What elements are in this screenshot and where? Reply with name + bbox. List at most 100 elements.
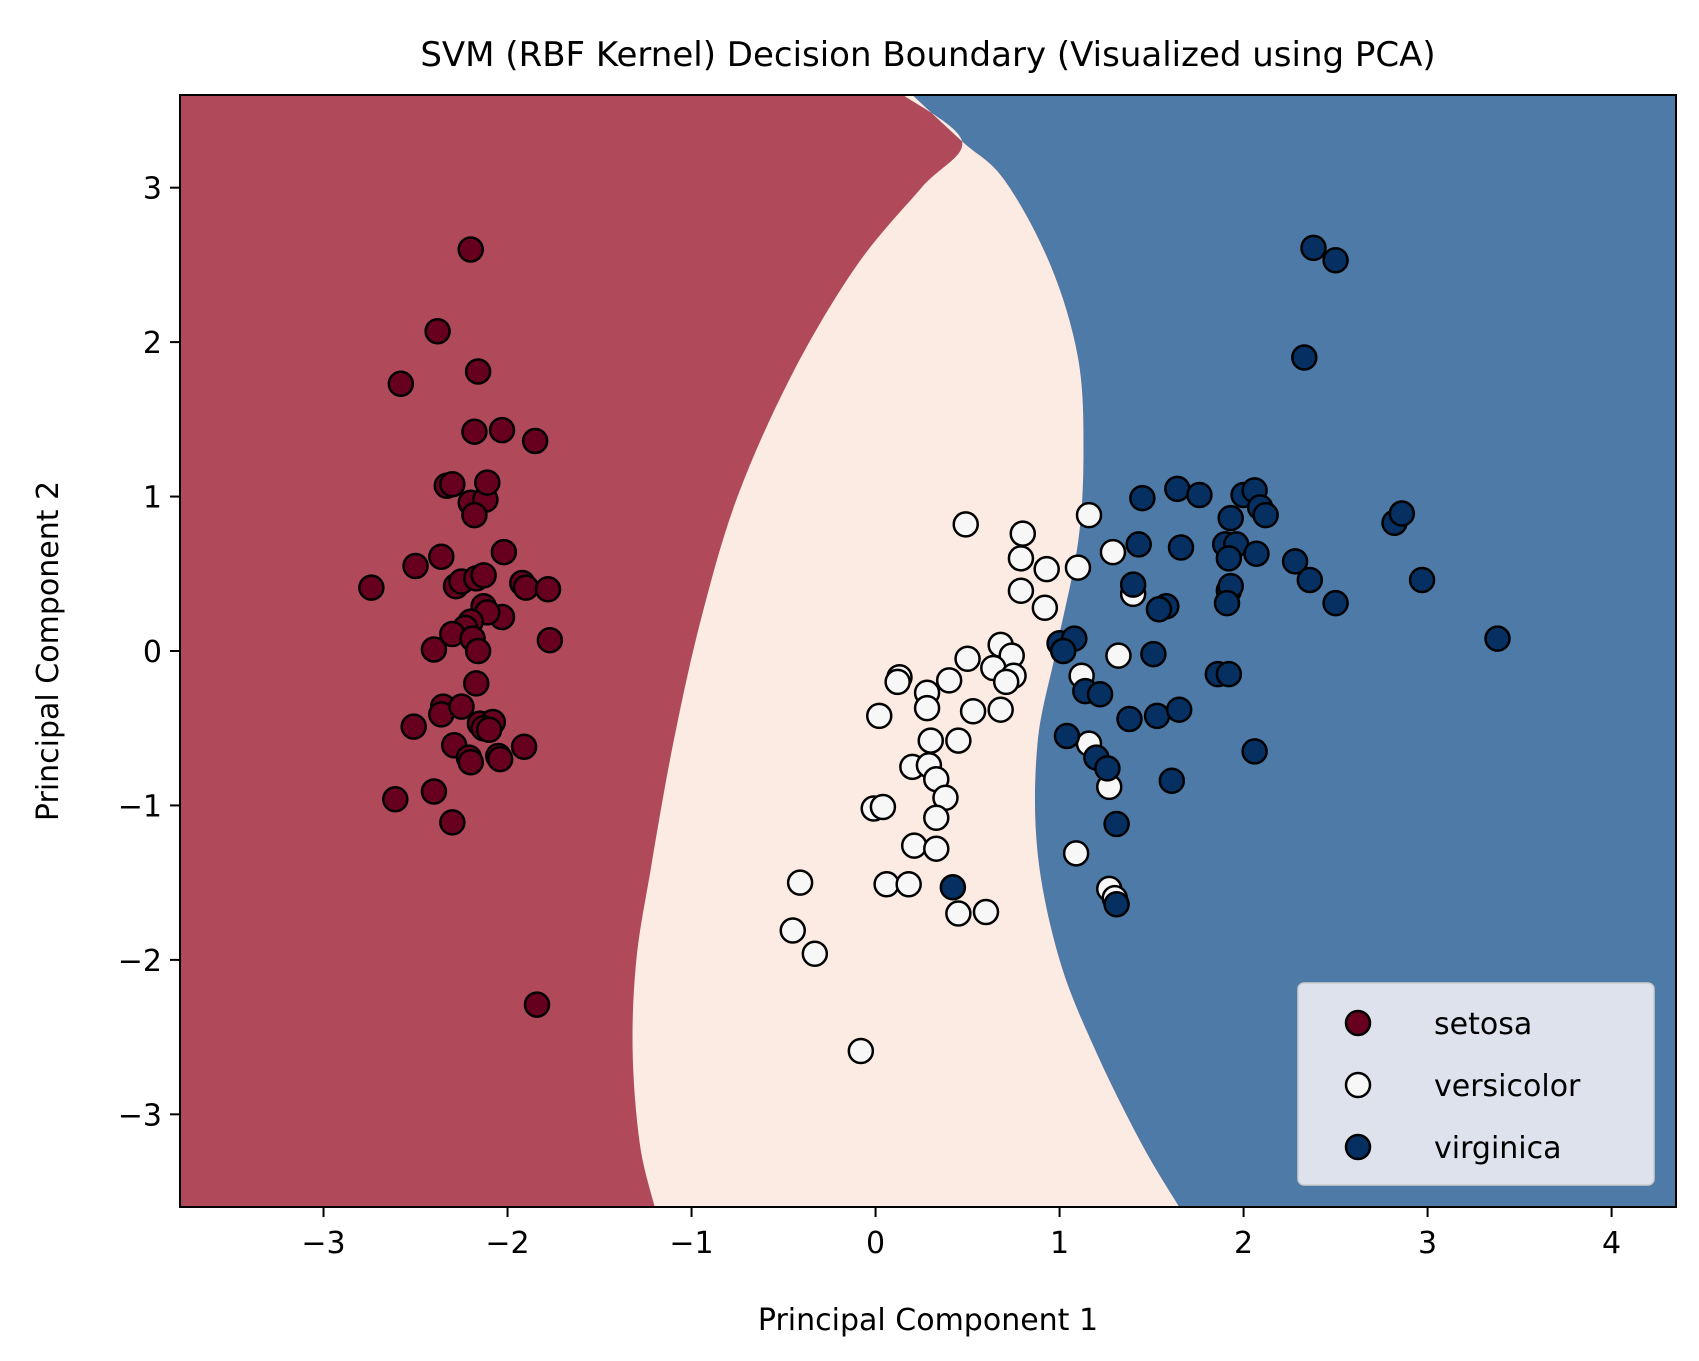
point-setosa — [475, 716, 503, 744]
point-versicolor — [1007, 577, 1035, 605]
point-setosa — [424, 318, 451, 345]
point-virginica — [1291, 344, 1318, 371]
point-versicolor — [987, 696, 1014, 723]
point-virginica — [1322, 589, 1349, 617]
point-virginica — [1165, 696, 1193, 723]
legend-marker-setosa — [1344, 1009, 1372, 1037]
point-virginica — [1322, 247, 1349, 274]
point-virginica — [1243, 540, 1270, 567]
point-setosa — [461, 501, 488, 529]
point-virginica — [1215, 545, 1243, 572]
point-virginica — [1158, 767, 1186, 794]
point-virginica — [1408, 566, 1436, 594]
point-setosa — [464, 358, 492, 385]
point-setosa — [420, 778, 448, 805]
point-versicolor — [923, 804, 950, 832]
point-versicolor — [847, 1037, 875, 1065]
y-axis-label: Principal Component 2 — [31, 481, 66, 821]
point-setosa — [457, 236, 484, 263]
point-setosa — [439, 809, 466, 836]
y-tick-label: −3 — [118, 1098, 162, 1133]
point-versicolor — [801, 940, 829, 967]
point-setosa — [474, 469, 501, 496]
point-setosa — [400, 713, 427, 740]
point-setosa — [464, 637, 492, 665]
point-setosa — [510, 733, 538, 761]
y-tick-label: 0 — [143, 635, 162, 670]
point-setosa — [420, 636, 448, 663]
point-versicolor — [1007, 545, 1035, 572]
point-versicolor — [945, 900, 972, 927]
x-tick-label: 0 — [866, 1226, 885, 1261]
y-tick-label: −2 — [118, 944, 162, 979]
x-tick-label: 4 — [1602, 1226, 1621, 1261]
point-virginica — [1140, 640, 1167, 668]
point-versicolor — [884, 668, 911, 696]
x-tick-label: 1 — [1050, 1226, 1069, 1261]
legend-box — [1297, 982, 1655, 1186]
point-versicolor — [1099, 538, 1127, 566]
point-setosa — [490, 538, 518, 566]
point-setosa — [448, 693, 475, 720]
point-virginica — [1086, 680, 1114, 708]
point-virginica — [1252, 501, 1279, 529]
point-setosa — [428, 543, 455, 571]
chart-title: SVM (RBF Kernel) Decision Boundary (Visu… — [420, 35, 1435, 75]
point-virginica — [1119, 571, 1147, 598]
point-virginica — [1143, 702, 1171, 730]
point-setosa — [536, 626, 564, 654]
point-virginica — [1116, 705, 1143, 733]
x-tick-label: 2 — [1234, 1226, 1253, 1261]
point-versicolor — [865, 702, 893, 730]
point-setosa — [521, 427, 549, 455]
point-versicolor — [1009, 520, 1037, 547]
point-virginica — [1296, 566, 1324, 594]
point-versicolor — [952, 511, 979, 538]
versicolor-region — [632, 95, 1180, 1207]
point-setosa — [523, 991, 551, 1018]
point-setosa — [512, 574, 540, 601]
legend-label-versicolor: versicolor — [1434, 1069, 1581, 1104]
point-virginica — [1186, 481, 1213, 509]
point-versicolor — [1062, 840, 1090, 867]
point-versicolor — [935, 667, 963, 694]
virginica-region — [912, 95, 1676, 1207]
point-setosa — [486, 745, 514, 773]
point-versicolor — [1075, 501, 1103, 529]
point-versicolor — [945, 727, 972, 754]
point-virginica — [1217, 504, 1244, 532]
point-virginica — [1213, 589, 1241, 617]
point-virginica — [1049, 637, 1077, 665]
point-versicolor — [786, 869, 814, 896]
point-versicolor — [895, 870, 922, 898]
point-virginica — [1281, 548, 1309, 575]
point-setosa — [439, 470, 466, 498]
legend-label-virginica: virginica — [1434, 1131, 1562, 1166]
legend-marker-virginica — [1344, 1133, 1372, 1161]
x-axis: −3 −2 −1 0 1 2 3 4 — [301, 1207, 1621, 1261]
point-versicolor — [900, 832, 928, 859]
point-versicolor — [954, 645, 981, 672]
point-virginica — [1103, 810, 1130, 838]
y-tick-label: 1 — [143, 481, 162, 516]
point-virginica — [1388, 500, 1416, 527]
x-tick-label: 3 — [1418, 1226, 1437, 1261]
y-tick-label: 2 — [143, 326, 162, 361]
point-virginica — [1125, 531, 1152, 558]
point-versicolor — [923, 835, 950, 862]
point-setosa — [463, 670, 490, 697]
point-virginica — [1241, 738, 1268, 765]
point-versicolor — [873, 870, 900, 898]
point-setosa — [402, 552, 429, 580]
point-versicolor — [959, 697, 987, 725]
point-virginica — [1094, 755, 1121, 782]
legend-label-setosa: setosa — [1434, 1007, 1532, 1042]
point-virginica — [1300, 234, 1327, 262]
point-virginica — [1167, 534, 1195, 561]
legend: setosa versicolor virginica — [1297, 982, 1655, 1186]
x-tick-label: −2 — [485, 1226, 529, 1261]
point-setosa — [387, 370, 415, 398]
legend-marker-versicolor — [1344, 1071, 1372, 1099]
point-versicolor — [1033, 555, 1060, 583]
